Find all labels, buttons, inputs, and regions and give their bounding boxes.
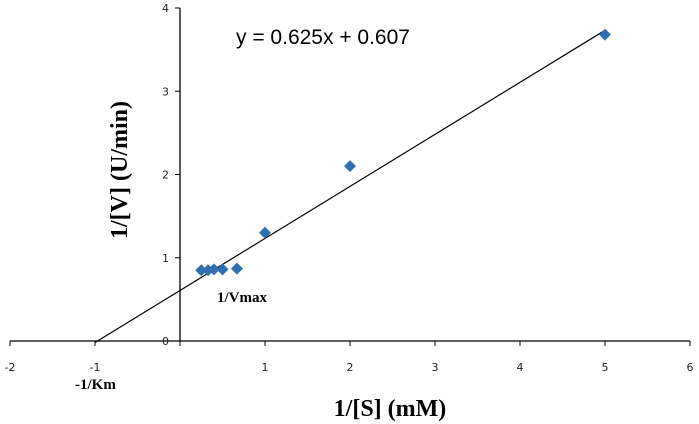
y-axis-title: 1/[V] (U/min) <box>107 101 133 239</box>
x-ticks: -2 -1 1 2 3 4 5 6 <box>5 341 694 374</box>
data-points <box>195 28 611 277</box>
y-tick-label: 3 <box>162 85 169 98</box>
x-tick-label: 6 <box>687 361 694 374</box>
trendline <box>94 29 606 344</box>
vmax-annotation: 1/Vmax <box>217 290 267 306</box>
km-annotation: -1/Km <box>75 377 116 393</box>
x-tick-label: 5 <box>602 361 609 374</box>
x-tick-label: 1 <box>262 361 269 374</box>
x-tick-label: 2 <box>347 361 354 374</box>
data-point <box>195 264 208 277</box>
y-tick-label: 2 <box>162 169 169 182</box>
x-tick-label: -1 <box>90 361 101 374</box>
data-point <box>208 263 220 276</box>
y-ticks: 0 1 2 3 4 <box>162 2 180 348</box>
data-point <box>259 226 271 239</box>
x-tick-label: 3 <box>432 361 439 374</box>
trendline-equation: y = 0.625x + 0.607 <box>236 26 410 49</box>
data-point <box>344 160 356 173</box>
y-tick-label: 4 <box>162 2 169 15</box>
data-point <box>230 262 243 275</box>
data-point <box>216 263 229 276</box>
y-tick-label: 1 <box>162 252 169 265</box>
x-tick-label: 4 <box>517 361 524 374</box>
x-tick-label: -2 <box>5 361 16 374</box>
y-tick-label: 0 <box>162 335 169 348</box>
data-point <box>599 28 611 41</box>
x-axis-title: 1/[S] (mM) <box>334 396 447 422</box>
